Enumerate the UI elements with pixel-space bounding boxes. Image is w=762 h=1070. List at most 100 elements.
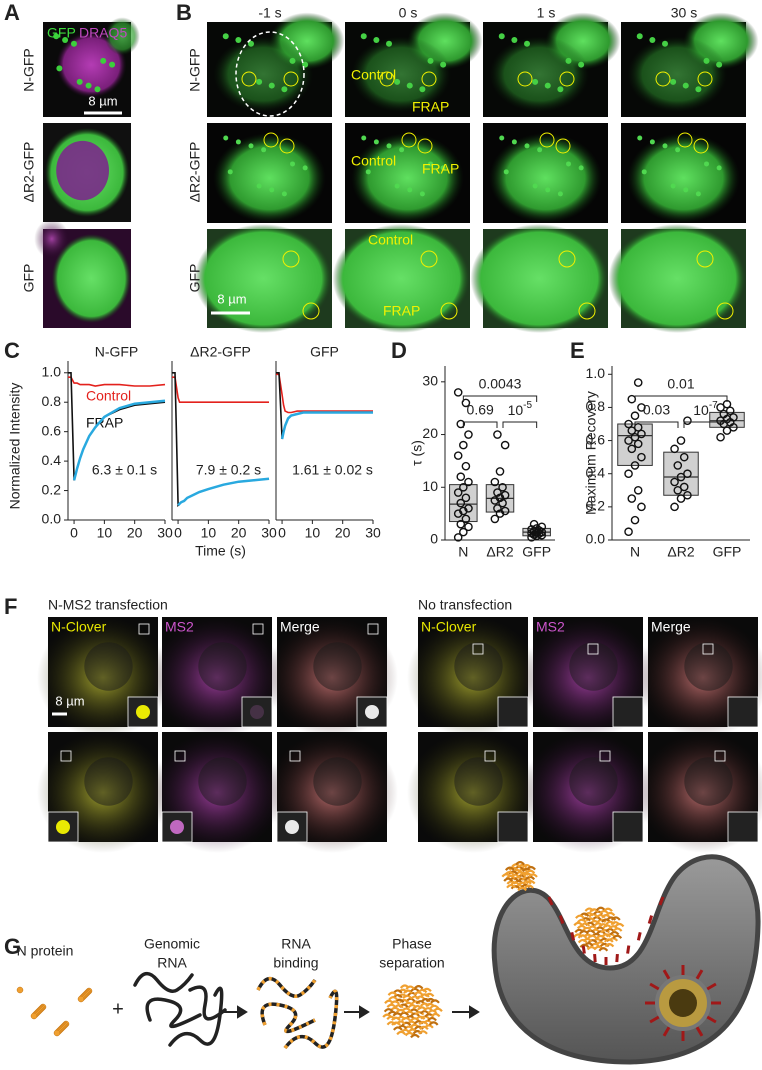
roi-box xyxy=(599,750,611,762)
punctum xyxy=(498,33,505,40)
punctum xyxy=(222,33,229,40)
x-tick-label: ΔR2 xyxy=(667,544,694,560)
data-point xyxy=(456,519,466,529)
data-point xyxy=(630,461,640,470)
data-point xyxy=(461,493,471,503)
spike xyxy=(593,953,597,963)
punctum xyxy=(235,36,242,43)
punctum xyxy=(637,135,643,141)
panel-label: G xyxy=(4,934,21,959)
condensate-strand xyxy=(410,987,420,993)
panel-label: B xyxy=(176,0,192,25)
punctum xyxy=(641,169,647,175)
inset xyxy=(727,811,759,843)
step-label: Genomic xyxy=(144,936,200,952)
x-tick-label: 30 xyxy=(157,525,173,541)
subplot-title: GFP xyxy=(310,344,339,360)
annotation: FRAP xyxy=(383,303,420,319)
x-tick-label: 0 xyxy=(278,525,286,541)
condensate-strand xyxy=(525,869,536,874)
condensate-strand xyxy=(418,1030,428,1035)
data-point xyxy=(493,504,502,513)
spike xyxy=(706,1015,717,1024)
data-point xyxy=(716,432,725,442)
y-tick-label: 0.4 xyxy=(42,452,62,468)
step-label: binding xyxy=(273,955,318,971)
image-feature xyxy=(56,140,109,201)
y-tick-label: 0.0 xyxy=(586,531,606,547)
roi-circle xyxy=(282,250,300,268)
p-value: 0.0043 xyxy=(479,376,522,392)
condensate-strand xyxy=(415,995,426,1000)
data-point xyxy=(679,452,689,462)
image-feature xyxy=(194,224,332,333)
subplot-title: ΔR2-GFP xyxy=(190,344,251,360)
data-point xyxy=(464,522,473,532)
condensate-strand xyxy=(517,886,527,892)
condensate-strand xyxy=(576,918,587,924)
image-feature xyxy=(627,36,728,113)
x-tick-label: 10 xyxy=(305,525,321,541)
condensate-strand xyxy=(589,908,600,913)
data-point xyxy=(532,524,541,533)
image-puncta xyxy=(637,135,722,197)
punctum xyxy=(511,36,518,43)
punctum xyxy=(406,82,413,89)
data-point xyxy=(676,472,686,482)
roi-circle xyxy=(401,132,417,148)
data-point xyxy=(459,440,468,450)
condensate-strand xyxy=(579,930,589,935)
inset-feature xyxy=(170,820,184,834)
significance-bracket xyxy=(502,421,538,428)
protein xyxy=(77,995,85,1003)
punctum xyxy=(419,191,425,197)
y-axis-label: Maximum Recovery xyxy=(583,391,599,515)
inset-feature xyxy=(365,705,379,719)
condensate-strand xyxy=(399,998,409,1004)
roi-box xyxy=(702,643,714,655)
condensate-strand xyxy=(573,933,583,938)
panel-label: A xyxy=(4,0,20,25)
series-label: Control xyxy=(86,388,131,404)
image-puncta xyxy=(360,33,447,93)
data-point xyxy=(500,506,510,516)
condensate-strand xyxy=(405,985,416,990)
image-puncta xyxy=(53,33,116,93)
condensate-strand xyxy=(427,1016,437,1022)
punctum xyxy=(716,165,722,171)
image-feature xyxy=(627,133,740,223)
condensate-strand xyxy=(510,885,521,890)
condensate-strand xyxy=(584,907,595,912)
condensate-strand xyxy=(577,938,588,944)
group-title: N-MS2 transfection xyxy=(48,597,168,613)
data-point xyxy=(627,444,637,454)
data-point xyxy=(453,488,463,497)
condensate-strand xyxy=(608,937,619,942)
p-value-base: 10 xyxy=(693,402,709,418)
data-point xyxy=(498,482,507,492)
spike xyxy=(581,945,586,954)
data-point xyxy=(683,469,692,479)
x-tick-label: 20 xyxy=(335,525,351,541)
condensate-strand xyxy=(612,934,623,939)
punctum xyxy=(109,61,116,68)
punctum xyxy=(268,82,275,89)
data-point xyxy=(453,388,463,397)
data-point xyxy=(493,488,502,497)
row-label: N-GFP xyxy=(21,48,37,92)
micrograph xyxy=(207,12,345,117)
roi-circle xyxy=(302,302,320,320)
spike xyxy=(649,1015,660,1024)
image-feature xyxy=(470,224,608,333)
protein xyxy=(53,1029,61,1037)
x-tick-label: 20 xyxy=(127,525,143,541)
row-label: ΔR2-GFP xyxy=(187,142,203,203)
data-point xyxy=(719,409,729,419)
spike xyxy=(658,896,665,906)
legend-label: DRAQ5 xyxy=(79,25,127,41)
spike xyxy=(615,953,619,963)
data-point xyxy=(637,452,646,462)
punctum xyxy=(557,191,563,197)
micrograph xyxy=(483,123,608,223)
condensate-strand xyxy=(424,992,435,998)
